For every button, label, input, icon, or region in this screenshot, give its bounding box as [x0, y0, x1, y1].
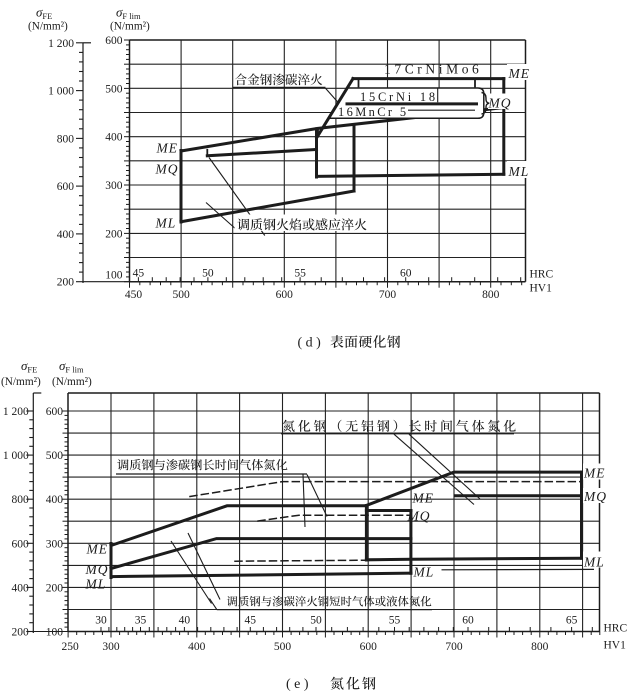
svg-text:HV1: HV1 [530, 283, 553, 295]
svg-text:(N/mm²): (N/mm²) [28, 21, 68, 33]
svg-text:16MnCr 5: 16MnCr 5 [338, 105, 409, 119]
svg-text:600: 600 [276, 289, 294, 301]
svg-text:MQ: MQ [407, 509, 431, 524]
svg-text:60: 60 [462, 614, 474, 626]
svg-text:(e): (e) [286, 677, 312, 692]
svg-text:45: 45 [133, 267, 145, 279]
svg-text:1 000: 1 000 [48, 86, 74, 98]
svg-text:ME: ME [86, 542, 109, 557]
svg-text:500: 500 [172, 289, 190, 301]
svg-text:400: 400 [105, 132, 123, 144]
svg-text:65: 65 [566, 614, 578, 626]
svg-text:400: 400 [188, 641, 206, 653]
svg-text:600: 600 [57, 181, 75, 193]
svg-text:300: 300 [102, 641, 120, 653]
svg-text:800: 800 [482, 289, 500, 301]
svg-text:500: 500 [274, 641, 292, 653]
svg-text:450: 450 [125, 289, 143, 301]
svg-text:800: 800 [531, 641, 549, 653]
svg-text:ML: ML [413, 565, 435, 580]
svg-text:700: 700 [379, 289, 397, 301]
svg-text:1 000: 1 000 [3, 450, 29, 462]
svg-text:400: 400 [46, 494, 64, 506]
svg-text:ME: ME [412, 491, 435, 506]
svg-text:ML: ML [85, 577, 107, 592]
svg-text:300: 300 [46, 538, 64, 550]
svg-text:500: 500 [105, 83, 123, 95]
svg-text:200: 200 [105, 228, 123, 240]
svg-text:600: 600 [12, 538, 30, 550]
svg-text:400: 400 [57, 229, 75, 241]
svg-text:MQ: MQ [583, 489, 607, 504]
svg-text:55: 55 [294, 267, 306, 279]
svg-text:(d): (d) [298, 335, 325, 350]
svg-text:(N/mm²): (N/mm²) [1, 376, 41, 388]
svg-text:400: 400 [12, 582, 30, 594]
svg-text:(N/mm²): (N/mm²) [52, 376, 92, 388]
svg-text:35: 35 [135, 614, 147, 626]
svg-text:15CrNi 18: 15CrNi 18 [360, 90, 438, 104]
svg-text:40: 40 [179, 614, 191, 626]
svg-text:700: 700 [445, 641, 463, 653]
svg-text:600: 600 [360, 641, 378, 653]
svg-text:ME: ME [156, 141, 179, 156]
svg-text:100: 100 [46, 627, 64, 639]
svg-text:100: 100 [105, 270, 123, 282]
svg-text:50: 50 [310, 614, 322, 626]
svg-text:200: 200 [12, 627, 30, 639]
svg-text:200: 200 [57, 277, 75, 289]
svg-text:ME: ME [583, 466, 606, 481]
svg-text:ME: ME [508, 66, 531, 81]
svg-text:1 200: 1 200 [3, 406, 29, 418]
svg-text:600: 600 [105, 35, 123, 47]
svg-text:ML: ML [583, 555, 605, 570]
svg-text:800: 800 [57, 133, 75, 145]
svg-text:200: 200 [46, 582, 64, 594]
svg-text:1 200: 1 200 [48, 38, 74, 50]
svg-text:ML: ML [508, 164, 530, 179]
svg-text:(N/mm²): (N/mm²) [110, 21, 150, 33]
svg-text:HRC: HRC [604, 623, 627, 635]
svg-text:800: 800 [12, 494, 30, 506]
svg-text:60: 60 [400, 267, 412, 279]
svg-text:500: 500 [46, 450, 64, 462]
svg-text:600: 600 [46, 406, 64, 418]
svg-text:MQ: MQ [85, 562, 109, 577]
svg-text:HV1: HV1 [604, 640, 627, 652]
svg-text:250: 250 [61, 641, 79, 653]
svg-text:55: 55 [389, 614, 401, 626]
svg-text:MQ: MQ [488, 96, 512, 111]
svg-text:30: 30 [95, 614, 107, 626]
svg-text:MQ: MQ [155, 162, 179, 177]
svg-text:ML: ML [155, 216, 177, 231]
svg-text:45: 45 [245, 614, 257, 626]
svg-text:17CrNiMo6: 17CrNiMo6 [384, 62, 482, 77]
svg-text:300: 300 [105, 180, 123, 192]
svg-text:HRC: HRC [530, 269, 554, 281]
svg-text:50: 50 [202, 267, 214, 279]
